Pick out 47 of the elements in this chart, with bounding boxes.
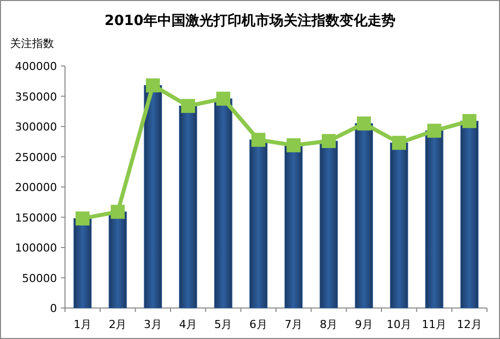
- point: [462, 114, 476, 128]
- bar: [320, 140, 338, 308]
- y-tick-label: 100000: [15, 242, 57, 254]
- bar: [425, 130, 444, 308]
- point: [146, 78, 160, 92]
- y-tick-label: 50000: [22, 272, 57, 285]
- x-tick-label: 8月: [320, 318, 338, 331]
- point: [322, 134, 336, 148]
- bar: [214, 98, 232, 308]
- point: [76, 211, 90, 226]
- x-tick-label: 5月: [214, 318, 232, 331]
- y-tick-label: 350000: [15, 90, 57, 104]
- bar: [390, 142, 408, 308]
- y-tick-label: 150000: [15, 211, 57, 224]
- bar: [354, 123, 373, 308]
- bar: [284, 145, 303, 308]
- x-tick-label: 12月: [456, 318, 482, 331]
- y-tick-label: 250000: [15, 150, 57, 164]
- y-tick-label: 300000: [15, 120, 57, 134]
- x-tick-label: 4月: [179, 318, 198, 331]
- y-tick-label: 400000: [15, 60, 57, 73]
- point: [286, 138, 301, 152]
- bar: [179, 106, 198, 308]
- x-tick-label: 3月: [144, 318, 162, 331]
- y-axis-title: 关注指数: [10, 37, 54, 50]
- point: [110, 204, 125, 219]
- y-tick-label: 0: [50, 302, 57, 315]
- bar: [460, 120, 478, 308]
- x-tick-label: 9月: [354, 318, 373, 331]
- x-tick-label: 7月: [284, 318, 303, 331]
- x-tick-label: 6月: [249, 318, 268, 331]
- bar: [249, 140, 268, 308]
- x-tick-label: 11月: [422, 318, 447, 331]
- x-tick-label: 2月: [108, 318, 127, 331]
- point: [181, 98, 196, 113]
- bar: [74, 218, 92, 308]
- bar: [108, 212, 127, 308]
- point: [251, 132, 266, 147]
- bar: [144, 85, 162, 308]
- point: [356, 116, 371, 130]
- chart-title: 2010年中国激光打印机市场关注指数变化走势: [104, 12, 396, 29]
- y-tick-label: 200000: [15, 181, 57, 194]
- point: [392, 136, 406, 150]
- point: [216, 92, 230, 106]
- point: [427, 124, 442, 138]
- x-tick-label: 10月: [386, 318, 412, 331]
- x-tick-label: 1月: [74, 318, 92, 331]
